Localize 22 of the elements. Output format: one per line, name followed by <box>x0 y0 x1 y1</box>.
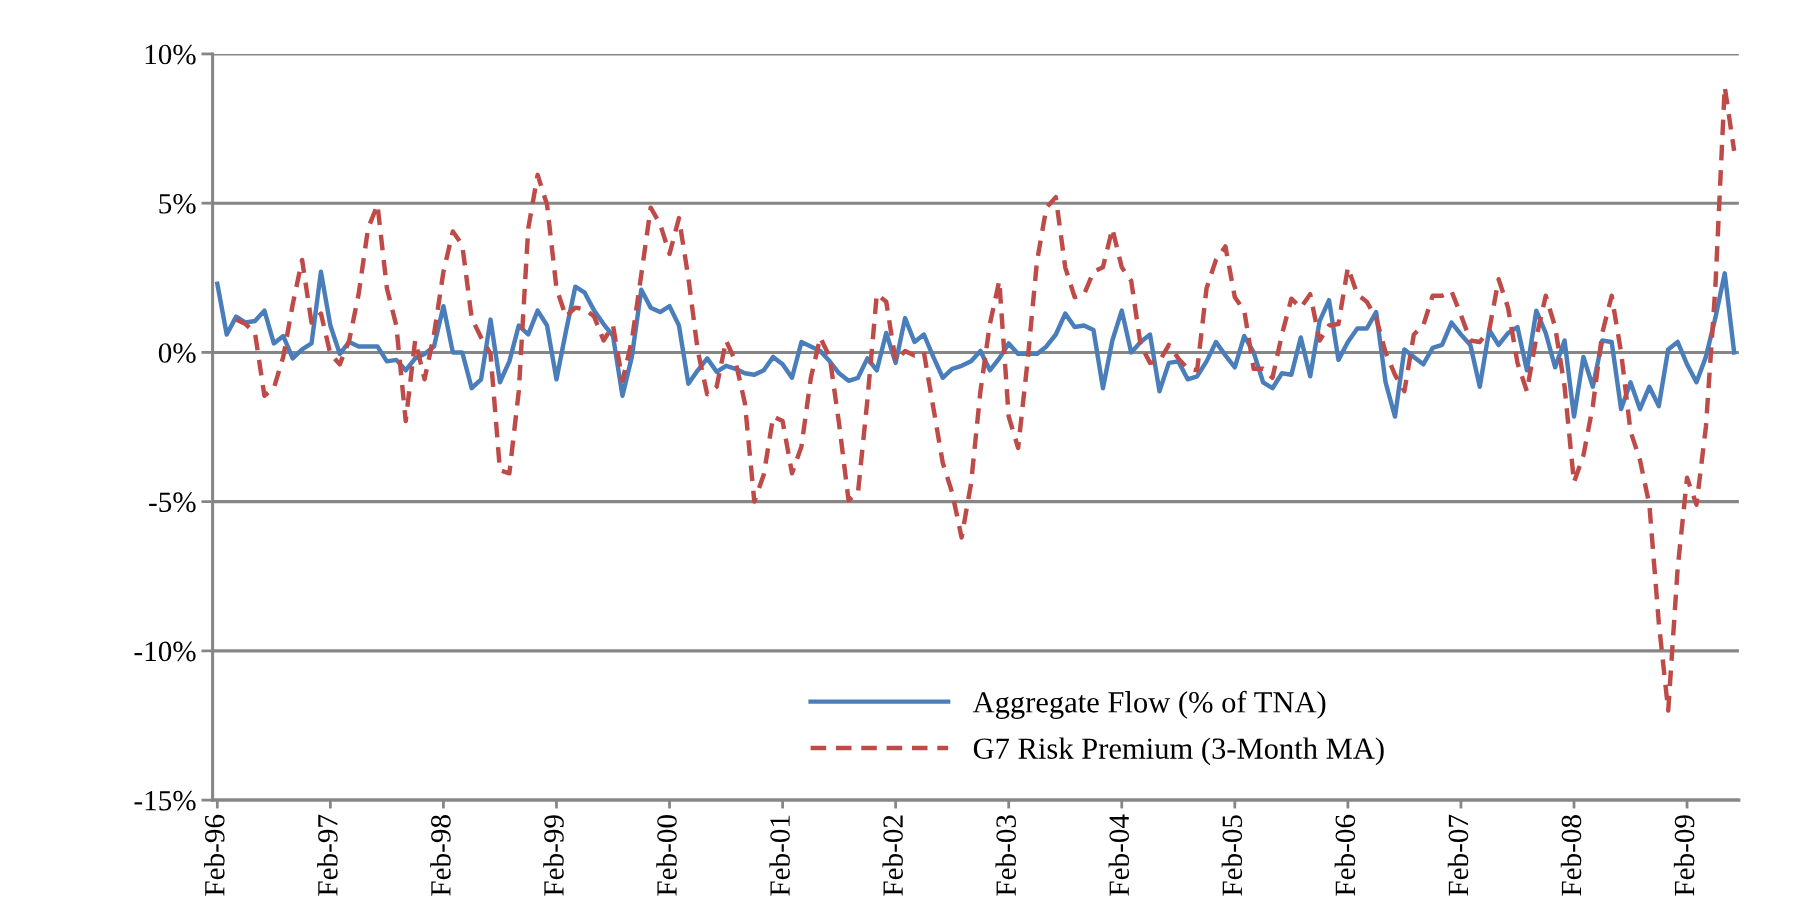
x-tick-label: Feb-09 <box>1673 815 1695 896</box>
legend-label: G7 Risk Premium (3-Month MA) <box>973 737 1384 766</box>
x-tick-label: Feb-06 <box>1334 814 1356 896</box>
y-tick-label: 10% <box>145 44 196 65</box>
x-tick-label: Feb-08 <box>1560 815 1582 896</box>
x-tick-label: Feb-97 <box>317 814 338 896</box>
x-tick-label: Feb-04 <box>1108 814 1130 896</box>
x-tick-label: Feb-07 <box>1447 814 1469 896</box>
x-tick-label: Feb-00 <box>656 815 677 896</box>
legend-label: Aggregate Flow (% of TNA) <box>972 690 1326 719</box>
x-tick-label: Feb-03 <box>995 815 1016 896</box>
x-tick-label: Feb-99 <box>543 815 564 896</box>
x-tick-label: Feb-05 <box>1221 815 1243 896</box>
y-tick-label: -5% <box>149 492 196 513</box>
x-tick-label: Feb-98 <box>430 815 451 896</box>
x-tick-label: Feb-96 <box>204 814 225 896</box>
y-tick-label: 0% <box>158 343 196 363</box>
y-tick-label: 5% <box>159 193 196 214</box>
x-tick-label: Feb-01 <box>769 815 790 896</box>
y-tick-label: -10% <box>134 641 196 662</box>
y-tick-label: -15% <box>134 790 196 811</box>
x-tick-label: Feb-02 <box>882 815 903 896</box>
